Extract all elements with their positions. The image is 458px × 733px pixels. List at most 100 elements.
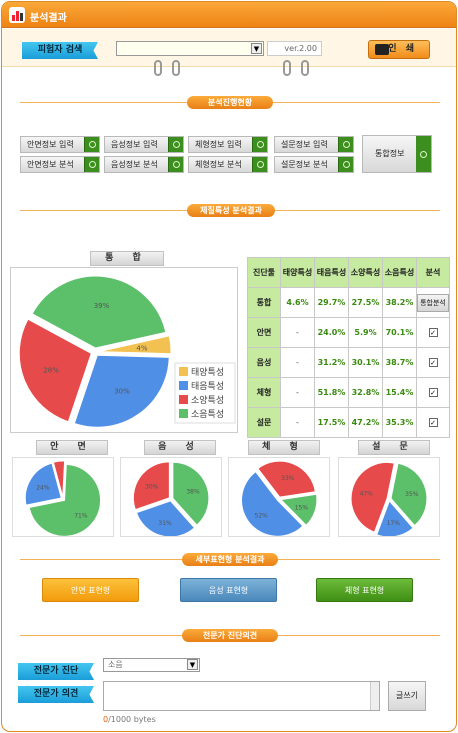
section-title-expert: 전문가 진단의견 bbox=[182, 629, 278, 642]
status-led-icon bbox=[168, 137, 183, 152]
table-cell: 29.7% bbox=[314, 287, 349, 318]
slice-label: 17% bbox=[387, 520, 401, 527]
voice-phenotype-button[interactable]: 음성 표현형 bbox=[180, 578, 277, 602]
pie-slice bbox=[52, 460, 66, 498]
pie-slice bbox=[18, 318, 92, 423]
body-pie-box: 15% 52% 33% bbox=[228, 457, 330, 537]
legend-item: 태음특성 bbox=[191, 381, 224, 392]
table-row: 안면 -24.0% 5.9% 70.1% ✓ bbox=[247, 317, 450, 348]
face-phenotype-button[interactable]: 안면 표현형 bbox=[42, 578, 139, 602]
total-info-button[interactable]: 통합정보 bbox=[362, 135, 432, 173]
slice-label: 38% bbox=[186, 489, 200, 496]
table-cell: 27.5% bbox=[348, 287, 383, 318]
legend-swatch bbox=[179, 381, 188, 390]
legend-swatch bbox=[179, 367, 188, 376]
voice-analysis-status[interactable]: 음성정보 분석 bbox=[104, 156, 184, 173]
pie-slice bbox=[172, 461, 210, 526]
table-cell: 38.7% bbox=[382, 347, 417, 378]
table-row: 체형 -51.8% 32.8% 15.4% ✓ bbox=[247, 377, 450, 408]
status-led-icon bbox=[252, 137, 267, 152]
expert-diagnosis-select[interactable]: 소음 ▼ bbox=[103, 658, 200, 672]
row-header: 음성 bbox=[247, 347, 281, 378]
slice-label: 35% bbox=[405, 491, 419, 498]
row-header: 설문 bbox=[247, 407, 281, 438]
expert-diagnosis-label: 전문가 진단 bbox=[18, 663, 94, 680]
row-header: 체형 bbox=[247, 377, 281, 408]
legend-swatch bbox=[179, 395, 188, 404]
face-analysis-status[interactable]: 안면정보 분석 bbox=[20, 156, 100, 173]
pie-slice bbox=[241, 471, 304, 537]
status-led-icon bbox=[84, 137, 99, 152]
pie-slice bbox=[24, 462, 62, 506]
binder-ring bbox=[154, 60, 162, 76]
result-table: 진단툴 태양특성 태음특성 소양특성 소음특성 분석 통합 4.6% 29.7% 27… bbox=[247, 257, 450, 438]
window-title: 분석결과 bbox=[30, 13, 67, 24]
face-input-status[interactable]: 안면정보 입력 bbox=[20, 136, 100, 153]
table-cell: - bbox=[280, 377, 315, 408]
chevron-down-icon[interactable]: ▼ bbox=[187, 659, 198, 670]
row-header: 통합 bbox=[247, 287, 281, 318]
col-header: 진단툴 bbox=[247, 257, 281, 288]
analysis-cell: 통합분석 bbox=[416, 287, 450, 318]
col-header: 태양특성 bbox=[280, 257, 315, 288]
write-button[interactable]: 글쓰기 bbox=[388, 681, 426, 711]
face-pie-box: 71% 24% bbox=[12, 457, 114, 537]
pie-slice bbox=[135, 500, 196, 538]
voice-pie-box: 38% 31% 30% bbox=[120, 457, 222, 538]
legend-item: 태양특성 bbox=[191, 367, 224, 378]
slice-label: 28% bbox=[43, 366, 59, 374]
analysis-checkbox[interactable]: ✓ bbox=[428, 418, 438, 427]
section-title-detail: 세부표현형 분석결과 bbox=[182, 553, 278, 566]
scrollbar[interactable] bbox=[370, 682, 379, 710]
table-row: 통합 4.6% 29.7% 27.5% 38.2% 통합분석 bbox=[247, 287, 450, 318]
analysis-checkbox[interactable]: ✓ bbox=[428, 388, 438, 397]
pie-slice bbox=[390, 462, 428, 527]
title-bar: 분석결과 bbox=[2, 2, 456, 28]
voice-chart-label: 음 성 bbox=[144, 440, 216, 455]
slice-label: 31% bbox=[158, 520, 172, 527]
voice-input-status[interactable]: 음성정보 입력 bbox=[104, 136, 184, 153]
slice-label: 15% bbox=[295, 504, 309, 511]
survey-input-status[interactable]: 설문정보 입력 bbox=[274, 136, 354, 153]
face-pie-chart: 71% 24% bbox=[24, 460, 101, 537]
col-header: 태음특성 bbox=[314, 257, 349, 288]
analysis-checkbox[interactable]: ✓ bbox=[428, 358, 438, 367]
survey-pie-chart: 35% 17% 47% bbox=[350, 462, 428, 538]
table-cell: - bbox=[280, 317, 315, 348]
pie-slice bbox=[98, 335, 172, 355]
version-label: ver.2.00 bbox=[267, 41, 322, 56]
analysis-checkbox[interactable]: ✓ bbox=[428, 328, 438, 337]
expert-opinion-label: 전문가 의견 bbox=[18, 686, 94, 703]
table-cell: 15.4% bbox=[382, 377, 417, 408]
legend-swatch bbox=[179, 409, 188, 418]
table-cell: 35.3% bbox=[382, 407, 417, 438]
search-bar: 피험자 검색 ▼ ver.2.00 인 쇄 bbox=[2, 29, 456, 67]
status-led-icon bbox=[416, 136, 431, 172]
body-input-status[interactable]: 체형정보 입력 bbox=[188, 136, 268, 153]
survey-analysis-status[interactable]: 설문정보 분석 bbox=[274, 156, 354, 173]
col-header: 소양특성 bbox=[348, 257, 383, 288]
analysis-cell: ✓ bbox=[416, 377, 450, 408]
subject-select[interactable]: ▼ bbox=[116, 41, 264, 56]
binder-ring bbox=[172, 60, 180, 76]
overall-pie-box: 4% 30% 28% 39% 태양특성 태음특성 소양특성 소음특성 bbox=[10, 267, 238, 433]
survey-pie-box: 35% 17% 47% bbox=[338, 457, 440, 538]
status-led-icon bbox=[338, 137, 353, 152]
legend-item: 소양특성 bbox=[191, 395, 224, 406]
table-cell: 51.8% bbox=[314, 377, 349, 408]
status-led-icon bbox=[168, 157, 183, 172]
print-button[interactable]: 인 쇄 bbox=[368, 40, 430, 59]
integrated-analysis-button[interactable]: 통합분석 bbox=[417, 293, 449, 312]
row-header: 안면 bbox=[247, 317, 281, 348]
chevron-down-icon[interactable]: ▼ bbox=[251, 43, 262, 54]
status-led-icon bbox=[338, 157, 353, 172]
voice-pie-chart: 38% 31% 30% bbox=[132, 461, 210, 538]
analysis-cell: ✓ bbox=[416, 407, 450, 438]
pie-slice bbox=[73, 354, 170, 428]
table-cell: 32.8% bbox=[348, 377, 383, 408]
pie-slice bbox=[28, 463, 101, 537]
body-phenotype-button[interactable]: 체형 표현형 bbox=[316, 578, 413, 602]
survey-chart-label: 설 문 bbox=[358, 440, 430, 455]
body-analysis-status[interactable]: 체형정보 분석 bbox=[188, 156, 268, 173]
expert-opinion-textarea[interactable] bbox=[103, 681, 380, 711]
